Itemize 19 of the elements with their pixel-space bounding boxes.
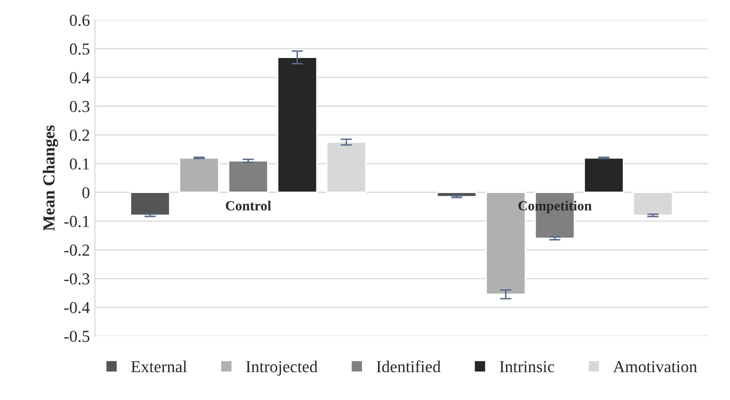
y-tick-label: -0.5 [64, 330, 90, 342]
legend-label: Amotivation [613, 361, 698, 372]
y-tick-label: -0.3 [64, 273, 90, 285]
y-tick-label: -0.4 [64, 302, 90, 314]
legend-label: Introjected [246, 360, 318, 376]
legend-label: Intrinsic [500, 361, 554, 372]
y-tick-label: 0.1 [70, 158, 90, 170]
y-tick-label: -0.1 [64, 216, 90, 228]
y-tick-label: 0 [82, 187, 90, 198]
y-tick-label: 0.2 [70, 130, 90, 141]
y-tick-label: 0.4 [70, 72, 90, 84]
y-tick-label: 0.5 [70, 43, 90, 55]
y-tick-label: 0.6 [70, 14, 90, 26]
legend-label: External [131, 360, 187, 372]
x-tick-label: Control [226, 200, 271, 210]
y-axis-title: Mean Changes [42, 125, 58, 231]
legend-label: Identified [376, 360, 441, 372]
y-tick-label: 0.3 [70, 100, 90, 112]
y-tick-label: -0.2 [64, 244, 90, 256]
